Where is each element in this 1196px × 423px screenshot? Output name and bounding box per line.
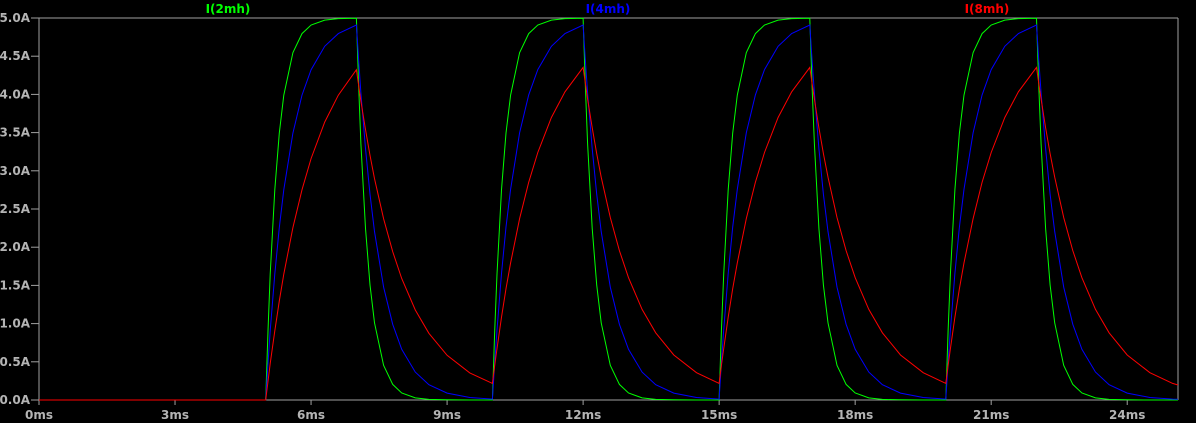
y-tick-label: 0.0A [0,393,31,407]
x-tick-label: 0ms [25,408,53,422]
x-tick-label: 18ms [837,408,873,422]
traces [39,17,1179,401]
x-tick-label: 21ms [973,408,1009,422]
y-tick-label: 1.0A [0,317,31,331]
y-tick-label: 1.5A [0,278,31,292]
legend: I(2mh) I(4mh) I(8mh) [206,2,1010,16]
x-tick-label: 12ms [565,408,601,422]
legend-label-4mh[interactable]: I(4mh) [586,2,631,16]
series-line-i2mh [39,17,1178,401]
y-tick-label: 0.5A [0,355,31,369]
legend-label-2mh[interactable]: I(2mh) [206,2,251,16]
axes: 0.0A 0.5A 1.0A 1.5A 2.0A 2.5A 3.0A 3.5A 4.0A 4.5A… [0,11,1179,422]
y-tick-label: 3.5A [0,126,31,140]
y-tick-label: 4.5A [0,49,31,63]
legend-label-8mh[interactable]: I(8mh) [965,2,1010,16]
x-tick-label: 15ms [701,408,737,422]
y-tick-label: 3.0A [0,164,31,178]
x-tick-label: 24ms [1109,408,1145,422]
y-tick-label: 4.0A [0,87,31,101]
series-line-i8mh [39,66,1179,401]
y-tick-label: 5.0A [0,11,31,25]
y-tick-label: 2.5A [0,202,31,216]
x-tick-label: 6ms [297,408,325,422]
y-tick-label: 2.0A [0,240,31,254]
x-tick-label: 3ms [161,408,189,422]
series-line-i4mh [39,24,1179,401]
x-tick-label: 9ms [433,408,461,422]
